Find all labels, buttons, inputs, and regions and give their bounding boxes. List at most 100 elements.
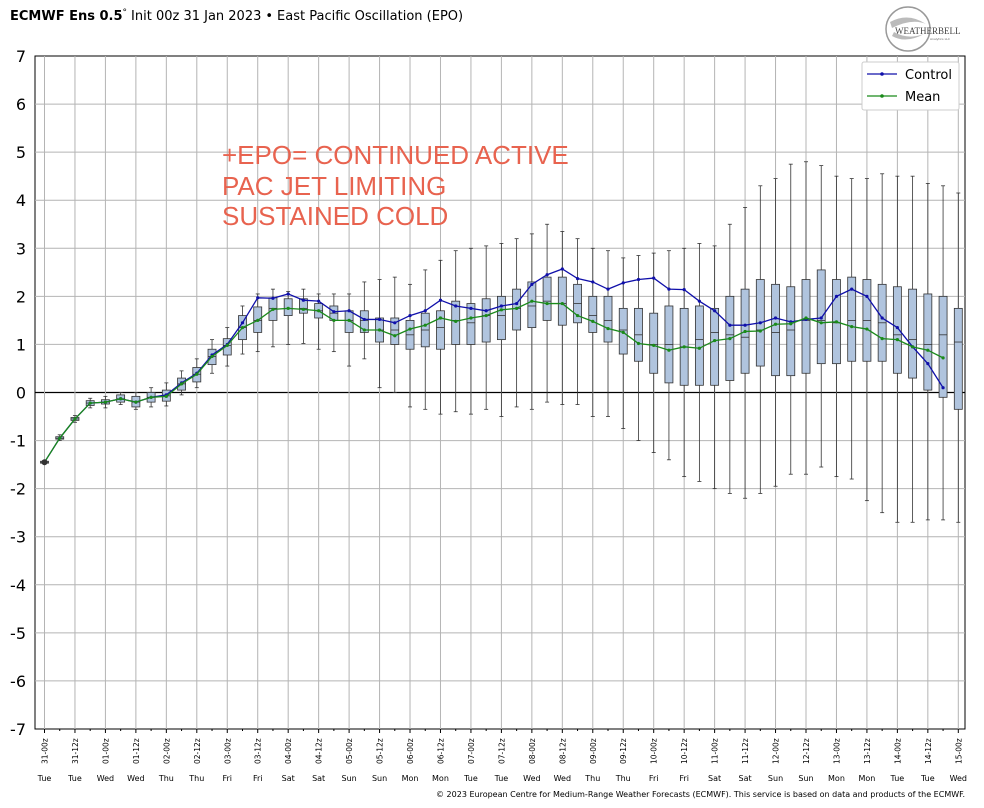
mean-point	[393, 334, 397, 338]
legend-mean-marker	[880, 94, 884, 98]
annotation: +EPO= CONTINUED ACTIVE PAC JET LIMITING …	[222, 140, 569, 231]
y-tick-label: -6	[10, 672, 26, 691]
y-tick-label: -7	[10, 720, 26, 739]
legend-control-marker	[880, 72, 884, 76]
mean-point	[682, 345, 686, 349]
mean-point	[911, 345, 915, 349]
control-point	[286, 292, 290, 296]
control-point	[697, 299, 701, 303]
series-lines	[41, 267, 945, 466]
weatherbell-logo: WEATHERBELL Analytics LLC	[885, 6, 961, 52]
box-iqr	[923, 293, 933, 391]
box-iqr	[481, 298, 491, 343]
x-day-label: Tue	[463, 774, 478, 783]
mean-point	[880, 337, 884, 341]
mean-point	[134, 400, 138, 404]
control-point	[301, 298, 306, 302]
mean-point	[164, 394, 168, 398]
x-tick-label: 04-00z	[284, 738, 293, 764]
control-point	[713, 309, 717, 313]
box-iqr	[603, 295, 613, 343]
x-tick-label: 31-00z	[41, 738, 50, 764]
x-day-label: Sun	[372, 774, 387, 783]
box-iqr	[557, 276, 567, 326]
title-degree: °	[123, 8, 128, 18]
start-point	[41, 459, 48, 466]
x-tick-label: 10-12z	[680, 738, 689, 764]
box-iqr	[649, 312, 659, 374]
box-iqr	[786, 286, 796, 377]
legend-control-label: Control	[905, 68, 952, 83]
annotation-line-3: SUSTAINED COLD	[222, 201, 448, 231]
x-tick-label: 03-12z	[254, 738, 263, 764]
mean-point	[667, 348, 671, 352]
x-day-label: Wed	[97, 774, 114, 783]
x-tick-label: 04-12z	[315, 738, 324, 764]
control-point	[545, 273, 549, 277]
mean-point	[469, 316, 473, 320]
mean-point	[256, 318, 260, 322]
mean-point	[789, 322, 793, 326]
x-day-label: Thu	[615, 774, 631, 783]
x-tick-label: 11-12z	[741, 738, 750, 764]
mean-point	[713, 338, 717, 343]
mean-point	[377, 328, 382, 332]
x-tick-label: 03-00z	[223, 738, 232, 764]
mean-point	[515, 306, 519, 310]
y-axis-ticks: -7 -6 -5 -4 -3 -2 -1 0 1 2 3 4 5 6 7	[10, 47, 26, 739]
mean-point	[636, 341, 641, 346]
mean-point	[286, 306, 290, 310]
control-point	[941, 386, 945, 390]
y-tick-label: 4	[16, 191, 26, 210]
mean-point	[895, 338, 899, 342]
control-point	[469, 306, 473, 310]
mean-point	[530, 299, 534, 303]
mean-point	[347, 318, 351, 322]
mean-point	[697, 346, 701, 350]
control-point	[895, 326, 899, 330]
control-point	[377, 317, 382, 322]
control-point	[393, 321, 397, 325]
mean-point	[484, 313, 488, 318]
x-day-label: Tue	[37, 774, 52, 783]
annotation-line-1: +EPO= CONTINUED ACTIVE	[222, 140, 569, 170]
control-point	[758, 321, 762, 325]
x-day-label: Wed	[950, 774, 967, 783]
x-tick-label: 11-00z	[711, 738, 720, 764]
x-tick-label: 05-00z	[345, 738, 354, 764]
box-iqr	[527, 281, 537, 329]
x-tick-label: 06-00z	[406, 738, 415, 764]
mean-point	[545, 301, 549, 306]
x-tick-label: 01-00z	[101, 738, 110, 764]
mean-point	[575, 313, 580, 318]
x-tick-label: 07-12z	[497, 738, 506, 764]
box-iqr	[496, 295, 506, 341]
plot-area: -7 -6 -5 -4 -3 -2 -1 0 1 2 3 4 5 6 7 31-00z Tue 31-12z Tu…	[10, 47, 967, 783]
mean-point	[271, 307, 275, 311]
logo-swirl-icon	[890, 17, 926, 28]
mean-point	[332, 318, 336, 322]
legend-mean-label: Mean	[905, 90, 940, 105]
mean-point	[119, 397, 123, 401]
x-day-label: Tue	[494, 774, 509, 783]
mean-point	[926, 348, 930, 352]
x-day-label: Wed	[127, 774, 144, 783]
control-point	[317, 299, 321, 303]
control-point	[743, 323, 747, 327]
x-tick-label: 08-12z	[558, 738, 567, 764]
x-tick-label: 06-12z	[436, 738, 445, 764]
control-point	[773, 316, 778, 320]
mean-point	[621, 330, 625, 335]
control-point	[423, 309, 427, 313]
copyright-footer: © 2023 European Centre for Medium-Range …	[436, 790, 965, 799]
x-day-label: Thu	[584, 774, 600, 783]
title-init: Init 00z 31 Jan 2023	[131, 9, 261, 24]
box-iqr	[466, 303, 476, 345]
y-tick-label: 3	[16, 239, 26, 258]
box-iqr	[588, 295, 598, 333]
mean-point	[743, 329, 747, 334]
box-iqr	[694, 305, 704, 386]
control-point	[636, 277, 641, 282]
control-point	[454, 304, 458, 308]
control-point	[499, 304, 503, 308]
